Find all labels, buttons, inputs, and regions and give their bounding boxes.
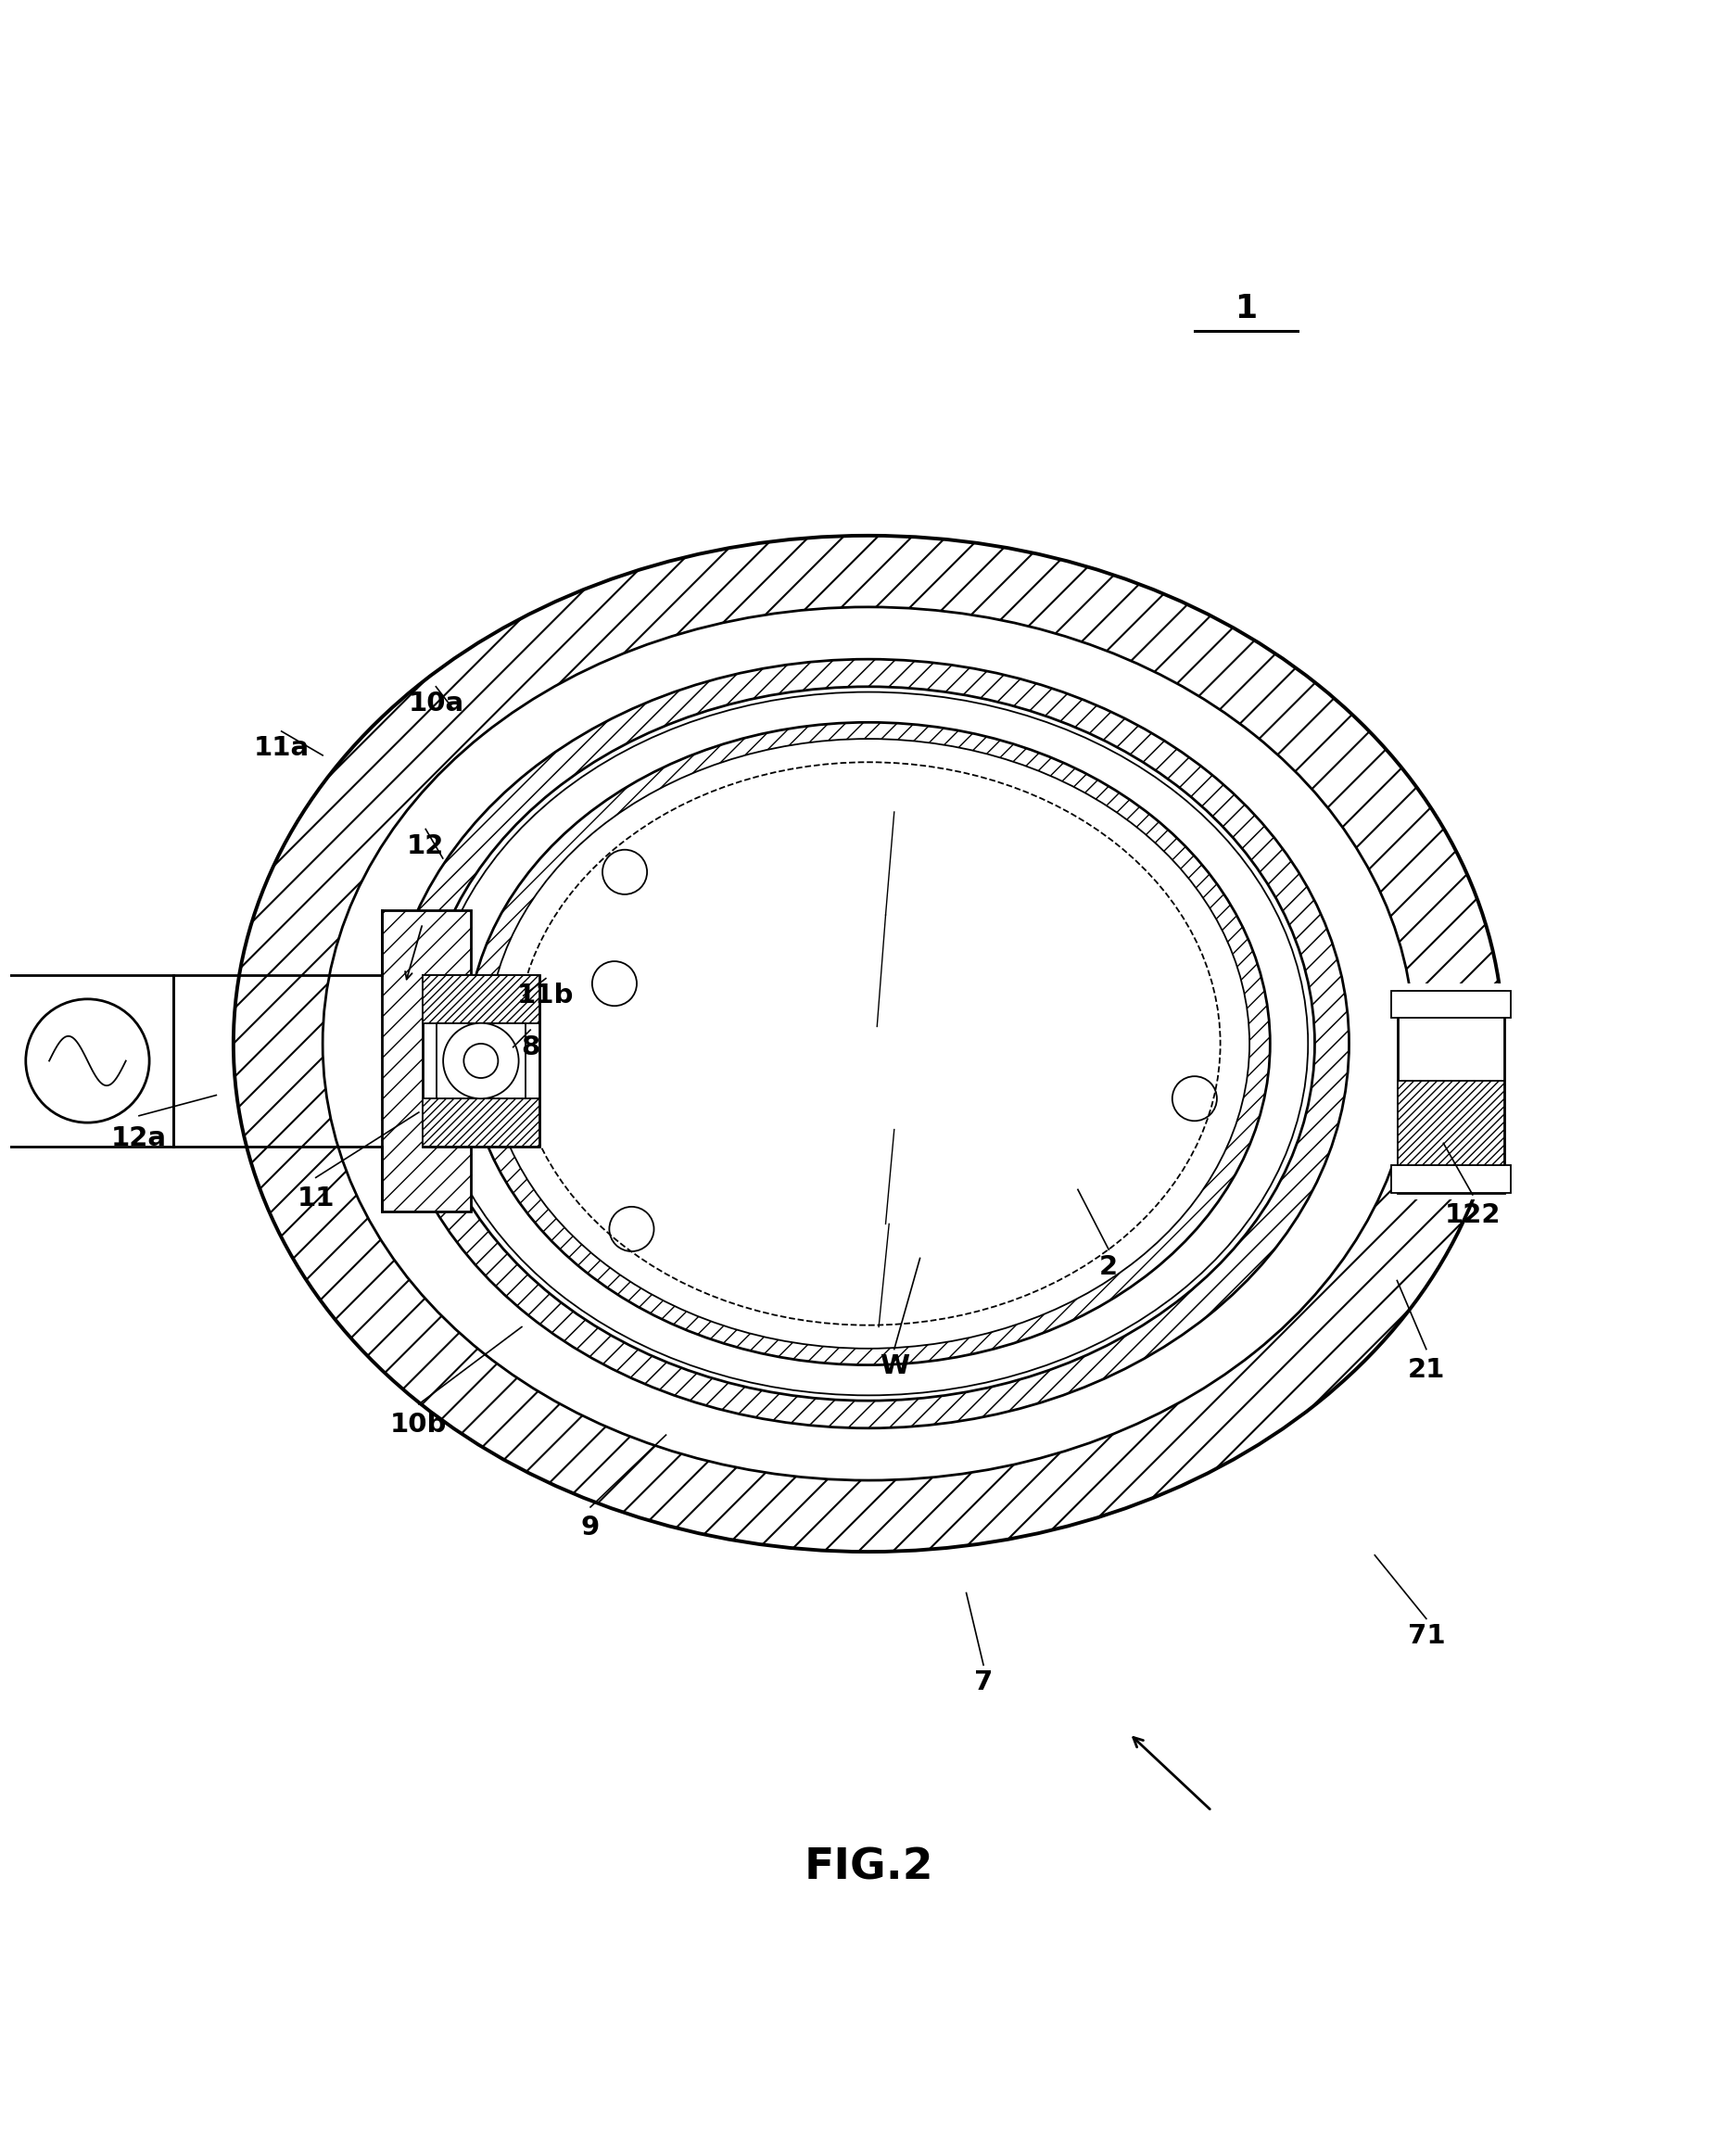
Bar xyxy=(1391,983,1524,1201)
Text: 9: 9 xyxy=(582,1516,599,1542)
Circle shape xyxy=(443,1024,519,1100)
Ellipse shape xyxy=(387,660,1349,1427)
Ellipse shape xyxy=(422,686,1314,1401)
Bar xyxy=(2,975,174,1147)
Bar xyxy=(436,1024,526,1100)
Text: 12: 12 xyxy=(406,834,444,860)
Text: 122: 122 xyxy=(1444,1203,1500,1229)
Bar xyxy=(1391,1166,1510,1192)
Text: 8: 8 xyxy=(521,1035,540,1061)
Bar xyxy=(382,910,470,1212)
Text: 11a: 11a xyxy=(253,735,309,761)
Text: 10a: 10a xyxy=(408,690,464,716)
Text: 10b: 10b xyxy=(391,1412,446,1438)
Text: 7: 7 xyxy=(974,1669,993,1695)
Bar xyxy=(422,975,538,1147)
Text: 21: 21 xyxy=(1406,1356,1444,1382)
Ellipse shape xyxy=(516,763,1220,1326)
Text: W: W xyxy=(878,1354,908,1380)
Text: 12a: 12a xyxy=(111,1125,167,1151)
Ellipse shape xyxy=(323,608,1413,1481)
Bar xyxy=(1391,990,1510,1018)
Text: 2: 2 xyxy=(1099,1255,1118,1281)
Ellipse shape xyxy=(488,740,1248,1348)
Text: 11: 11 xyxy=(297,1186,335,1212)
Text: FIG.2: FIG.2 xyxy=(804,1848,932,1889)
Bar xyxy=(1397,1080,1503,1166)
Bar xyxy=(422,1100,538,1147)
Ellipse shape xyxy=(467,722,1269,1365)
Text: 11b: 11b xyxy=(517,983,575,1009)
Bar xyxy=(1397,990,1503,1192)
Bar xyxy=(422,975,538,1024)
Text: 71: 71 xyxy=(1406,1623,1444,1649)
Ellipse shape xyxy=(233,535,1503,1552)
Text: 1: 1 xyxy=(1234,293,1257,326)
